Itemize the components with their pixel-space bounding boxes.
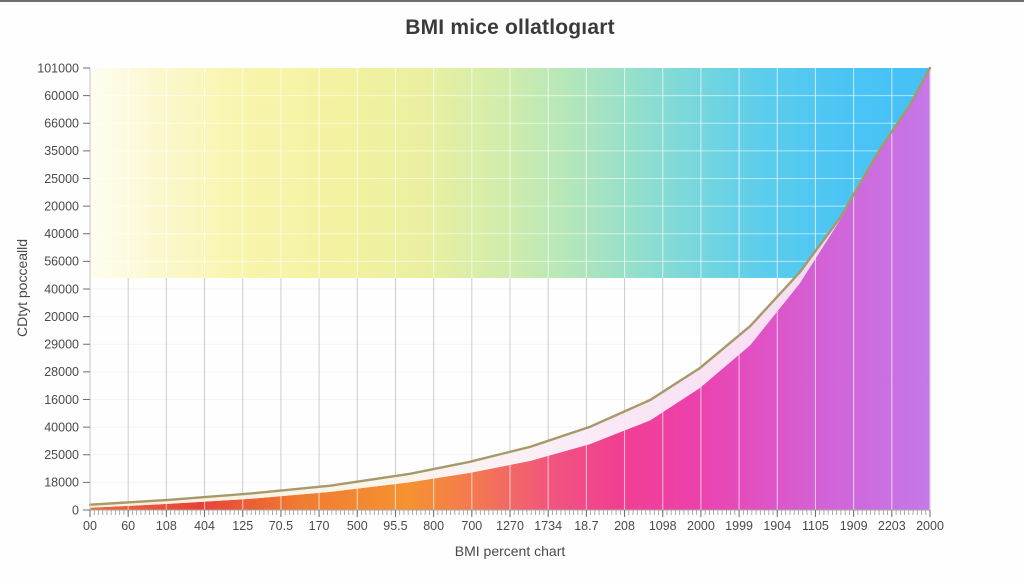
y-tick-label: 56000: [44, 255, 79, 269]
y-tick-label: 40000: [44, 282, 79, 296]
y-major-ticks: [83, 67, 90, 511]
x-tick-label: 1909: [840, 519, 868, 533]
x-tick-label: 1105: [802, 519, 829, 533]
y-tick-labels: 101000 60000 66000 35000 25000 20000 40000 5600…: [37, 61, 79, 517]
y-tick-label: 25000: [44, 448, 79, 462]
x-tick-label: 2000: [687, 519, 715, 533]
x-major-ticks: [89, 510, 931, 517]
x-tick-label: 60: [121, 519, 135, 533]
x-tick-label: 1270: [496, 519, 524, 533]
y-tick-label: 18000: [44, 476, 79, 490]
y-tick-label: 20000: [44, 310, 79, 324]
x-axis-title: BMI percent chart: [454, 543, 566, 559]
x-tick-label: 2203: [878, 519, 906, 533]
filled-area-under-curve: [90, 68, 930, 511]
x-tick-label: 700: [461, 519, 482, 533]
y-tick-label: 40000: [44, 227, 79, 241]
chart-title: BMI mice ollatlogıart: [405, 16, 615, 39]
y-tick-label: 0: [72, 503, 79, 517]
curve-line: [88, 66, 932, 506]
x-tick-label: 1734: [534, 519, 562, 533]
x-tick-label: 2000: [916, 519, 944, 533]
y-tick-label: 20000: [44, 199, 79, 213]
y-tick-label: 66000: [44, 117, 79, 131]
y-tick-label: 101000: [37, 61, 79, 75]
top-border-line: [0, 0, 1024, 2]
x-tick-label: 500: [347, 519, 368, 533]
x-tick-label: 125: [232, 519, 253, 533]
x-tick-label: 1999: [725, 519, 753, 533]
y-tick-label: 60000: [44, 89, 79, 103]
x-tick-label: 1904: [763, 519, 791, 533]
x-tick-label: 404: [194, 519, 215, 533]
x-tick-label: 170: [309, 519, 330, 533]
y-tick-label: 35000: [44, 144, 79, 158]
x-tick-label: 95.5: [383, 519, 407, 533]
y-tick-label: 40000: [44, 420, 79, 434]
x-tick-labels: 00 60 108 404 125 70.5 170 500 95.5 800 700 1270 173…: [83, 519, 944, 533]
x-tick-label: 1098: [649, 519, 677, 533]
y-tick-label: 28000: [44, 365, 79, 379]
y-tick-label: 29000: [44, 338, 79, 352]
x-tick-label: 70.5: [269, 519, 293, 533]
x-tick-label: 00: [83, 519, 97, 533]
x-tick-label: 18.7: [574, 519, 598, 533]
x-tick-label: 108: [156, 519, 177, 533]
x-tick-label: 800: [423, 519, 444, 533]
x-tick-label: 208: [614, 519, 635, 533]
y-tick-label: 16000: [44, 393, 79, 407]
y-tick-label: 25000: [44, 172, 79, 186]
